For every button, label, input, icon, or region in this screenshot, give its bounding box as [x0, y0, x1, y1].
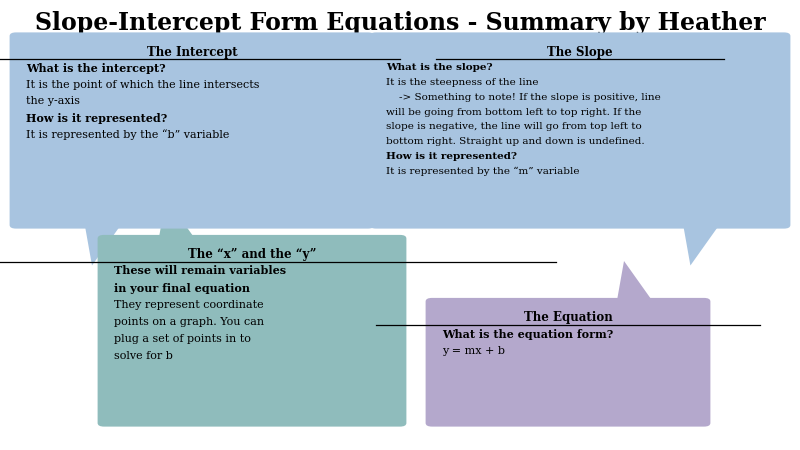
Polygon shape: [158, 198, 198, 243]
Text: bottom right. Straight up and down is undefined.: bottom right. Straight up and down is un…: [386, 137, 645, 146]
Text: The “x” and the “y”: The “x” and the “y”: [188, 248, 316, 261]
Text: y = mx + b: y = mx + b: [442, 346, 506, 356]
Text: solve for b: solve for b: [114, 351, 174, 361]
FancyBboxPatch shape: [98, 235, 406, 427]
Text: The Equation: The Equation: [524, 311, 612, 324]
Text: How is it represented?: How is it represented?: [26, 113, 168, 124]
Text: Slope-Intercept Form Equations - Summary by Heather: Slope-Intercept Form Equations - Summary…: [34, 11, 766, 35]
Text: How is it represented?: How is it represented?: [386, 152, 518, 161]
Text: What is the equation form?: What is the equation form?: [442, 328, 614, 339]
Text: What is the intercept?: What is the intercept?: [26, 63, 166, 74]
Polygon shape: [682, 220, 722, 266]
Text: What is the slope?: What is the slope?: [386, 63, 493, 72]
Text: It is the steepness of the line: It is the steepness of the line: [386, 78, 539, 87]
FancyBboxPatch shape: [426, 298, 710, 427]
Text: in your final equation: in your final equation: [114, 283, 250, 293]
Text: The Intercept: The Intercept: [146, 46, 238, 59]
Text: slope is negative, the line will go from top left to: slope is negative, the line will go from…: [386, 122, 642, 131]
Text: It is represented by the “m” variable: It is represented by the “m” variable: [386, 167, 580, 176]
Text: It is the point of which the line intersects: It is the point of which the line inters…: [26, 80, 260, 90]
Text: These will remain variables: These will remain variables: [114, 266, 286, 276]
Text: will be going from bottom left to top right. If the: will be going from bottom left to top ri…: [386, 108, 642, 117]
FancyBboxPatch shape: [10, 32, 374, 229]
Text: The Slope: The Slope: [547, 46, 613, 59]
Polygon shape: [84, 220, 124, 266]
Polygon shape: [616, 261, 656, 306]
Text: plug a set of points in to: plug a set of points in to: [114, 334, 251, 344]
FancyBboxPatch shape: [370, 32, 790, 229]
Text: They represent coordinate: They represent coordinate: [114, 300, 264, 310]
Text: points on a graph. You can: points on a graph. You can: [114, 317, 265, 327]
Text: It is represented by the “b” variable: It is represented by the “b” variable: [26, 130, 230, 140]
Text: the y-axis: the y-axis: [26, 96, 80, 106]
Text: -> Something to note! If the slope is positive, line: -> Something to note! If the slope is po…: [386, 93, 661, 102]
